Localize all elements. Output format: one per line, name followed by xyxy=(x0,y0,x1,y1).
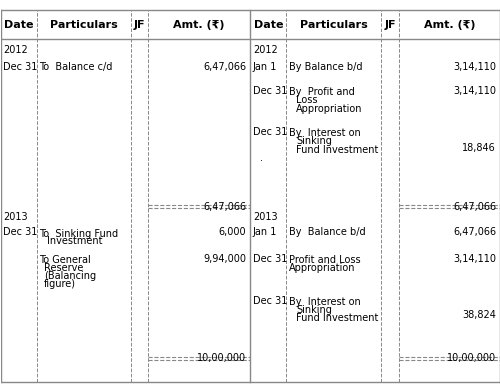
Text: 3,14,110: 3,14,110 xyxy=(453,62,496,72)
Text: Particulars: Particulars xyxy=(50,20,117,29)
Text: Investment: Investment xyxy=(46,236,102,247)
Text: Dec 31: Dec 31 xyxy=(253,254,288,264)
Text: To  Sinking Fund: To Sinking Fund xyxy=(39,229,118,239)
Text: 6,000: 6,000 xyxy=(219,227,246,238)
Text: Dec 31: Dec 31 xyxy=(253,127,288,138)
Text: JF: JF xyxy=(134,20,145,29)
Text: Fund Investment: Fund Investment xyxy=(296,313,378,323)
Text: By Balance b/d: By Balance b/d xyxy=(289,62,362,72)
Text: 10,00,000: 10,00,000 xyxy=(198,353,246,363)
Text: 6,47,066: 6,47,066 xyxy=(453,227,496,238)
Text: (Balancing: (Balancing xyxy=(44,271,96,281)
Text: Appropriation: Appropriation xyxy=(289,263,356,273)
Text: 6,47,066: 6,47,066 xyxy=(204,62,246,72)
Text: 38,824: 38,824 xyxy=(462,310,496,320)
Text: Amt. (₹): Amt. (₹) xyxy=(424,20,475,29)
Text: By  Interest on: By Interest on xyxy=(289,297,360,307)
Text: Profit and Loss: Profit and Loss xyxy=(289,255,360,265)
Text: Sinking: Sinking xyxy=(296,305,332,315)
Text: 18,846: 18,846 xyxy=(462,143,496,153)
Text: Date: Date xyxy=(4,20,34,29)
Text: 9,94,000: 9,94,000 xyxy=(204,254,246,264)
Text: To  Balance c/d: To Balance c/d xyxy=(39,62,113,72)
Text: Dec 31: Dec 31 xyxy=(4,62,37,72)
Text: .: . xyxy=(260,153,264,163)
Text: Fund Investment: Fund Investment xyxy=(296,145,378,155)
Text: 10,00,000: 10,00,000 xyxy=(447,353,496,363)
Text: Date: Date xyxy=(254,20,283,29)
Text: Loss: Loss xyxy=(296,95,318,105)
Text: figure): figure) xyxy=(44,279,76,289)
Text: By  Balance b/d: By Balance b/d xyxy=(289,227,366,238)
Text: 2013: 2013 xyxy=(4,212,28,222)
Text: Dec 31: Dec 31 xyxy=(253,86,288,96)
Text: Sinking: Sinking xyxy=(296,136,332,147)
Text: 3,14,110: 3,14,110 xyxy=(453,254,496,264)
Text: 6,47,066: 6,47,066 xyxy=(453,201,496,212)
Text: 2012: 2012 xyxy=(253,45,278,55)
Text: 3,14,110: 3,14,110 xyxy=(453,86,496,96)
Text: Dec 31: Dec 31 xyxy=(4,227,37,238)
Text: Amt. (₹): Amt. (₹) xyxy=(174,20,225,29)
Text: 2013: 2013 xyxy=(253,212,278,222)
Text: Jan 1: Jan 1 xyxy=(253,227,278,238)
Text: Jan 1: Jan 1 xyxy=(253,62,278,72)
Text: By  Interest on: By Interest on xyxy=(289,128,360,138)
Text: JF: JF xyxy=(384,20,396,29)
Text: To General: To General xyxy=(39,255,91,265)
Text: 2012: 2012 xyxy=(4,45,28,55)
Text: Dec 31: Dec 31 xyxy=(253,296,288,306)
Text: By  Profit and: By Profit and xyxy=(289,87,354,97)
Text: 6,47,066: 6,47,066 xyxy=(204,201,246,212)
Text: Reserve: Reserve xyxy=(44,263,84,273)
Text: Appropriation: Appropriation xyxy=(296,104,363,114)
Text: Particulars: Particulars xyxy=(300,20,368,29)
